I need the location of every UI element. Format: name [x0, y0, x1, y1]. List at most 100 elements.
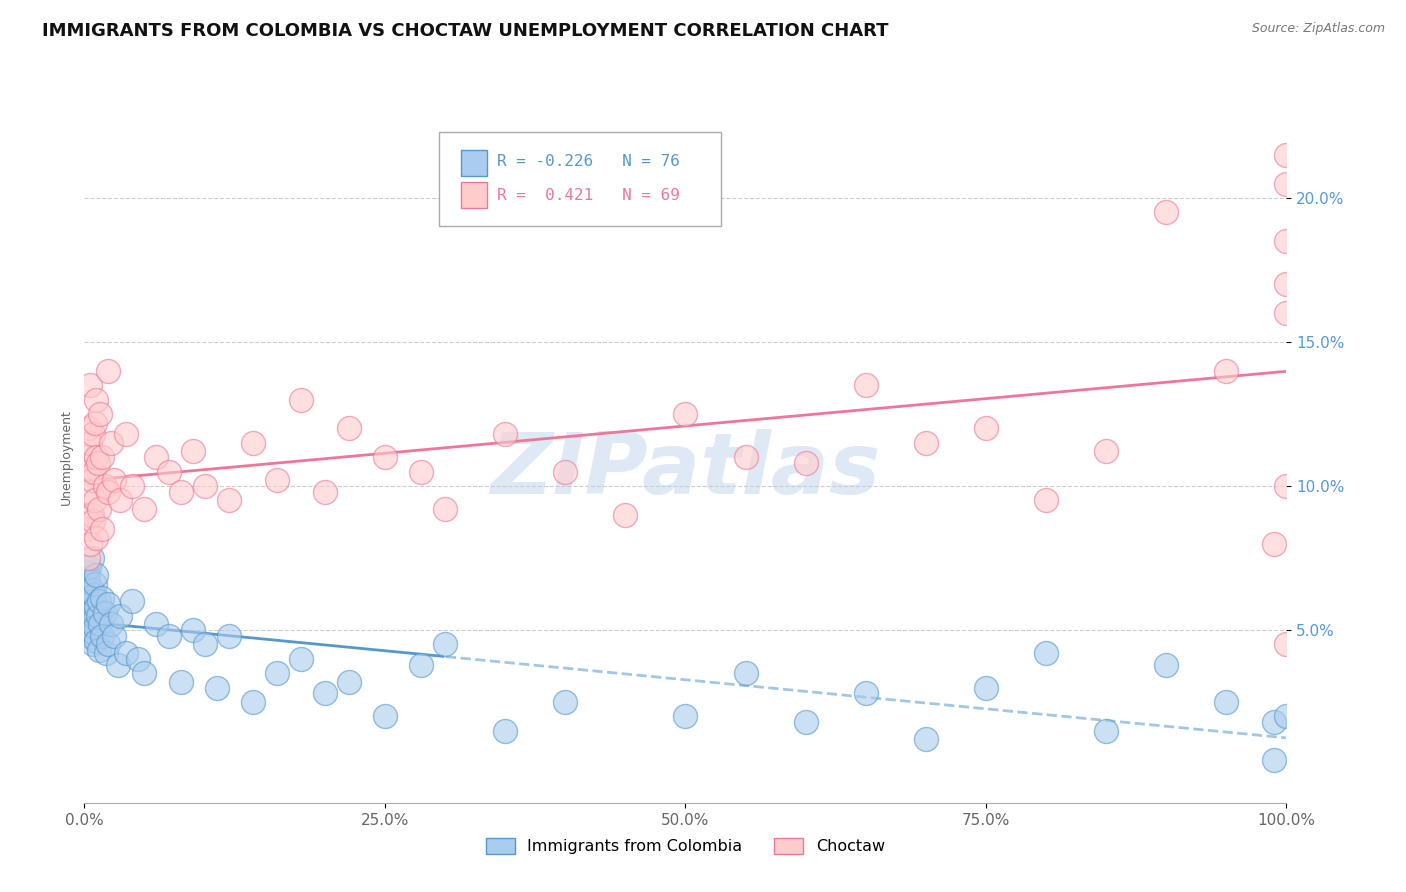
Point — [77, 559, 100, 574]
Point — [107, 657, 129, 672]
Point — [91, 629, 114, 643]
Point — [494, 723, 516, 738]
Point — [110, 493, 132, 508]
Point — [434, 502, 457, 516]
Point — [86, 634, 108, 648]
FancyBboxPatch shape — [461, 150, 486, 176]
Point — [94, 606, 117, 620]
Point — [145, 450, 167, 464]
Point — [86, 531, 108, 545]
Point — [794, 715, 817, 730]
Point — [100, 617, 122, 632]
Point — [194, 637, 217, 651]
Point — [87, 594, 110, 608]
FancyBboxPatch shape — [461, 182, 486, 209]
Point — [1035, 493, 1057, 508]
Legend: Immigrants from Colombia, Choctaw: Immigrants from Colombia, Choctaw — [479, 831, 891, 861]
Point — [1275, 479, 1298, 493]
Point — [1263, 753, 1285, 767]
Point — [79, 536, 101, 550]
Point — [91, 522, 114, 536]
Point — [1215, 364, 1237, 378]
Point — [89, 617, 111, 632]
Point — [374, 709, 396, 723]
Point — [675, 407, 697, 421]
Point — [794, 456, 817, 470]
Point — [83, 416, 105, 430]
Point — [97, 484, 120, 499]
Point — [83, 465, 105, 479]
Point — [1263, 536, 1285, 550]
Point — [86, 392, 108, 407]
Point — [121, 594, 143, 608]
Point — [76, 566, 98, 580]
Point — [75, 508, 97, 522]
Point — [83, 611, 105, 625]
Point — [169, 484, 191, 499]
Point — [1275, 306, 1298, 320]
Point — [181, 444, 204, 458]
Point — [218, 493, 240, 508]
Point — [89, 407, 111, 421]
Point — [77, 608, 100, 623]
Point — [554, 465, 576, 479]
Point — [87, 502, 110, 516]
Point — [1275, 637, 1298, 651]
Point — [94, 646, 117, 660]
Point — [1275, 709, 1298, 723]
Point — [79, 629, 101, 643]
Point — [734, 666, 756, 681]
Point — [76, 522, 98, 536]
Point — [974, 421, 997, 435]
Point — [734, 450, 756, 464]
Point — [82, 637, 104, 651]
FancyBboxPatch shape — [439, 132, 721, 226]
Point — [314, 484, 336, 499]
Point — [115, 427, 138, 442]
Point — [94, 479, 117, 493]
Point — [83, 589, 105, 603]
Point — [1215, 695, 1237, 709]
Text: ZIPatlas: ZIPatlas — [491, 429, 880, 513]
Point — [314, 686, 336, 700]
Point — [80, 473, 103, 487]
Point — [76, 599, 98, 614]
Point — [974, 681, 997, 695]
Point — [1275, 234, 1298, 248]
Point — [266, 473, 288, 487]
Point — [1035, 646, 1057, 660]
Point — [554, 695, 576, 709]
Point — [77, 484, 100, 499]
Point — [855, 686, 877, 700]
Point — [337, 421, 360, 435]
Point — [77, 571, 100, 585]
Point — [290, 652, 312, 666]
Point — [86, 456, 108, 470]
Point — [87, 643, 110, 657]
Point — [79, 435, 101, 450]
Point — [86, 568, 108, 582]
Point — [82, 427, 104, 442]
Point — [218, 629, 240, 643]
Point — [76, 465, 98, 479]
Point — [1275, 147, 1298, 161]
Point — [97, 364, 120, 378]
Point — [134, 666, 156, 681]
Point — [374, 450, 396, 464]
Point — [855, 378, 877, 392]
Point — [82, 615, 104, 629]
Point — [614, 508, 637, 522]
Point — [1095, 723, 1118, 738]
Point — [84, 620, 107, 634]
Point — [169, 674, 191, 689]
Point — [434, 637, 457, 651]
Point — [121, 479, 143, 493]
Point — [110, 608, 132, 623]
Text: IMMIGRANTS FROM COLOMBIA VS CHOCTAW UNEMPLOYMENT CORRELATION CHART: IMMIGRANTS FROM COLOMBIA VS CHOCTAW UNEM… — [42, 22, 889, 40]
Point — [494, 427, 516, 442]
Point — [75, 450, 97, 464]
Point — [242, 695, 264, 709]
Point — [82, 594, 104, 608]
Point — [1263, 715, 1285, 730]
Point — [79, 378, 101, 392]
